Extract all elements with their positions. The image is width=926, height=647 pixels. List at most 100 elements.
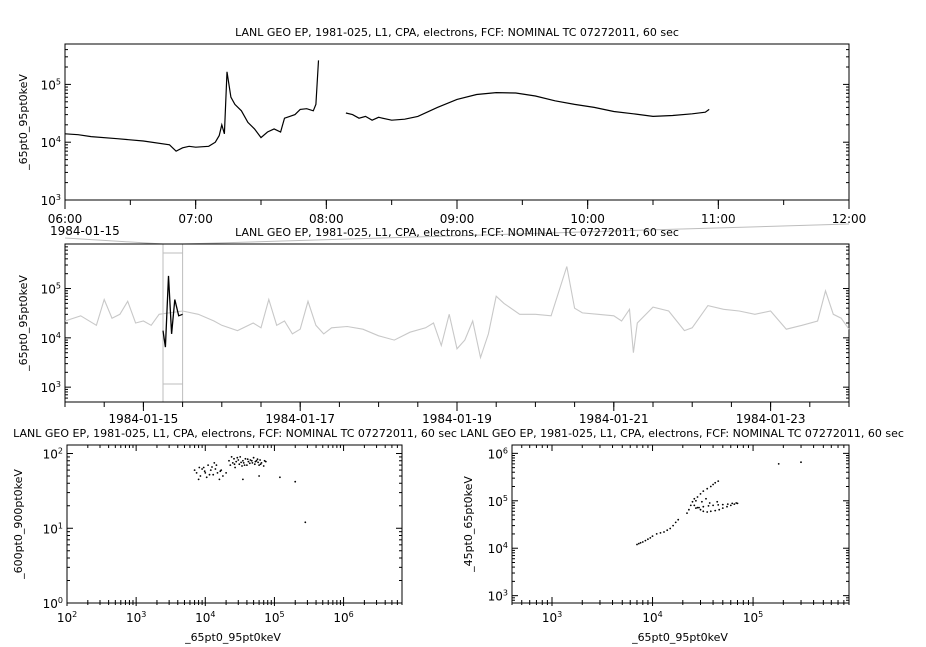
scatter-point	[714, 481, 717, 484]
scatter-point	[251, 462, 254, 464]
scatter-point	[726, 505, 728, 508]
scatter-point	[731, 502, 734, 505]
series-line	[162, 275, 183, 348]
y-tick-label: 102	[43, 447, 63, 462]
scatter-point	[695, 499, 697, 502]
y-tick-label-base: 10	[488, 495, 503, 509]
scatter-point	[712, 483, 714, 486]
scatter-point	[655, 533, 658, 535]
x-tick-label-base: 10	[264, 611, 279, 625]
scatter-point	[222, 475, 224, 477]
scatter-point	[195, 472, 198, 474]
panel-1-time-series: LANL GEO EP, 1981-025, L1, CPA, electron…	[17, 26, 866, 238]
x-tick-label: 1984-01-19	[422, 412, 492, 426]
scatter-point	[714, 509, 717, 512]
panel-3-x-tick-labels: 102 103 104 105 106	[57, 610, 354, 625]
y-tick-label-exponent: 0	[58, 596, 63, 605]
scatter-point	[294, 480, 297, 483]
scatter-point	[247, 460, 250, 463]
x-tick-label-base: 10	[542, 611, 557, 625]
scatter-point	[234, 466, 237, 469]
x-tick-label-exponent: 3	[557, 610, 562, 619]
scatter-point	[702, 490, 705, 492]
y-tick-label-exponent: 6	[503, 446, 508, 455]
x-tick-label-base: 10	[57, 611, 72, 625]
scatter-point	[208, 473, 211, 476]
scatter-point	[262, 465, 265, 467]
scatter-point	[688, 508, 690, 511]
scatter-point	[651, 535, 654, 537]
scatter-point	[705, 497, 707, 500]
panel-1-date-label: 1984-01-15	[50, 224, 120, 238]
scatter-point	[699, 493, 702, 495]
y-tick-label-base: 10	[41, 78, 56, 92]
y-tick-label-base: 10	[43, 448, 58, 462]
x-tick-label-base: 10	[126, 611, 141, 625]
panel-4-y-axis-label: _45pt0_65pt0keV	[462, 476, 475, 573]
y-tick-label: 101	[43, 521, 63, 536]
scatter-point	[721, 507, 724, 509]
scatter-point	[709, 485, 712, 488]
x-tick-label: 06:00	[48, 212, 83, 226]
scatter-point	[259, 459, 261, 461]
scatter-point	[647, 538, 649, 541]
scatter-point	[257, 461, 259, 464]
scatter-point	[203, 470, 206, 473]
x-tick-label-exponent: 3	[141, 610, 146, 619]
panel-3-x-axis-label: _65pt0_95pt0keV	[184, 631, 281, 644]
y-tick-label: 103	[488, 589, 508, 604]
scatter-point	[214, 468, 217, 470]
y-tick-label-base: 10	[488, 447, 503, 461]
scatter-point	[235, 460, 238, 463]
scatter-point	[695, 507, 697, 509]
y-tick-label-exponent: 5	[56, 77, 61, 86]
scatter-point	[686, 512, 688, 514]
y-tick-label-exponent: 4	[56, 135, 61, 144]
zoom-connector-right	[182, 223, 850, 245]
panel-1-x-tick-labels: 06:00 07:00 08:00 09:00 10:00 11:00 12:00	[48, 212, 867, 226]
x-tick-label-base: 10	[195, 611, 210, 625]
scatter-point	[256, 458, 259, 461]
y-tick-label-exponent: 3	[503, 589, 508, 598]
scatter-point	[669, 527, 672, 530]
scatter-point	[229, 464, 232, 466]
scatter-point	[663, 531, 665, 533]
x-tick-label-exponent: 4	[658, 610, 663, 619]
scatter-point	[693, 497, 696, 500]
scatter-point	[211, 466, 213, 468]
x-tick-label-base: 10	[642, 611, 657, 625]
scatter-point	[233, 463, 236, 466]
y-tick-label-base: 10	[488, 590, 503, 604]
scatter-point	[709, 510, 712, 513]
scatter-point	[260, 462, 263, 464]
y-tick-label-exponent: 4	[56, 331, 61, 340]
scatter-point	[219, 470, 222, 473]
scatter-point	[702, 505, 705, 508]
y-tick-label: 103	[41, 380, 61, 395]
scatter-point	[242, 462, 245, 464]
panel-4-ticks	[511, 445, 850, 606]
panel-4-frame	[511, 444, 850, 604]
scatter-point	[659, 532, 662, 534]
scatter-point	[264, 460, 267, 463]
scatter-point	[698, 506, 700, 509]
scatter-point	[721, 503, 724, 506]
y-tick-label-base: 10	[488, 542, 503, 556]
scatter-point	[242, 478, 244, 481]
scatter-point	[279, 476, 281, 479]
x-tick-label: 103	[542, 610, 562, 625]
x-tick-label-base: 10	[743, 611, 758, 625]
y-tick-label-exponent: 3	[56, 193, 61, 202]
panel-3-scatter: LANL GEO EP, 1981-025, L1, CPA, electron…	[12, 427, 457, 644]
scatter-point	[212, 473, 215, 476]
y-tick-label: 103	[41, 193, 61, 208]
y-tick-label-base: 10	[43, 522, 58, 536]
panel-4-scatter: LANL GEO EP, 1981-025, L1, CPA, electron…	[460, 427, 904, 644]
y-tick-label: 104	[41, 135, 61, 150]
panel-2-title: LANL GEO EP, 1981-025, L1, CPA, electron…	[235, 226, 679, 239]
panel-3-frame	[66, 444, 403, 604]
scatter-point	[304, 521, 307, 524]
x-tick-label-exponent: 4	[210, 610, 215, 619]
